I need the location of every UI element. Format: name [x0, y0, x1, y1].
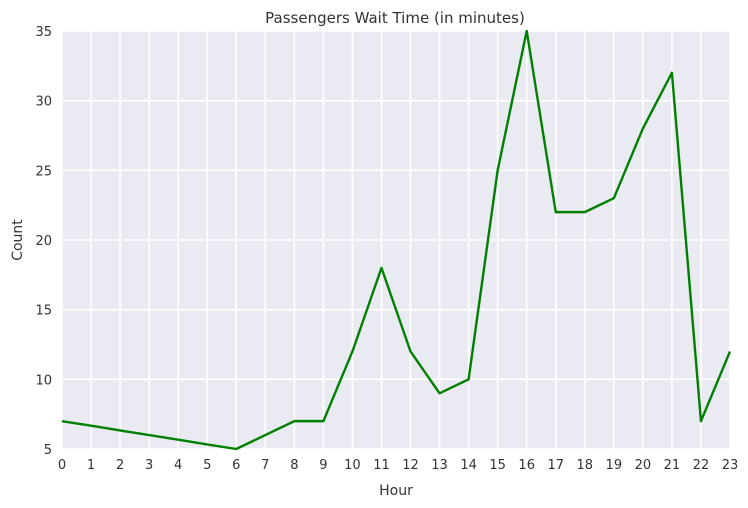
- y-tick-label-35: 35: [35, 25, 52, 40]
- x-tick-label-2: 2: [116, 458, 124, 473]
- x-tick-label-22: 22: [693, 458, 710, 473]
- x-tick-label-5: 5: [203, 458, 211, 473]
- y-tick-label-20: 20: [35, 234, 52, 249]
- x-tick-label-9: 9: [319, 458, 327, 473]
- x-tick-label-23: 23: [722, 458, 739, 473]
- x-tick-label-7: 7: [261, 458, 269, 473]
- y-axis-ticks: 5 10 15 20 25 30 35: [35, 25, 52, 458]
- x-tick-label-18: 18: [577, 458, 594, 473]
- x-tick-label-13: 13: [431, 458, 448, 473]
- x-tick-label-17: 17: [547, 458, 564, 473]
- x-tick-label-14: 14: [460, 458, 477, 473]
- x-tick-label-3: 3: [145, 458, 153, 473]
- x-tick-label-16: 16: [518, 458, 535, 473]
- y-tick-label-25: 25: [35, 164, 52, 179]
- x-tick-label-0: 0: [58, 458, 66, 473]
- chart-title: Passengers Wait Time (in minutes): [265, 9, 525, 27]
- x-tick-label-8: 8: [290, 458, 298, 473]
- y-tick-label-30: 30: [35, 95, 52, 110]
- x-tick-label-19: 19: [606, 458, 623, 473]
- x-axis-ticks: 0 1 2 3 4 5 6 7 8 9 10 11 12 13 14 15 16 17 18 19 20 21 22 23: [58, 458, 738, 473]
- x-tick-label-12: 12: [402, 458, 419, 473]
- x-tick-label-6: 6: [232, 458, 240, 473]
- x-tick-label-1: 1: [87, 458, 95, 473]
- series-line-0: [61, 29, 732, 451]
- y-tick-label-10: 10: [35, 373, 52, 388]
- x-tick-label-21: 21: [664, 458, 681, 473]
- x-tick-label-10: 10: [344, 458, 361, 473]
- x-axis-label: Hour: [379, 483, 413, 499]
- series-layer: [61, 29, 732, 451]
- x-tick-label-15: 15: [489, 458, 506, 473]
- x-tick-label-11: 11: [373, 458, 390, 473]
- grid-lines: [61, 30, 731, 450]
- y-tick-label-5: 5: [44, 443, 52, 458]
- y-tick-label-15: 15: [35, 304, 52, 319]
- x-tick-label-4: 4: [174, 458, 182, 473]
- y-axis-label: Count: [10, 219, 26, 261]
- x-tick-label-20: 20: [635, 458, 652, 473]
